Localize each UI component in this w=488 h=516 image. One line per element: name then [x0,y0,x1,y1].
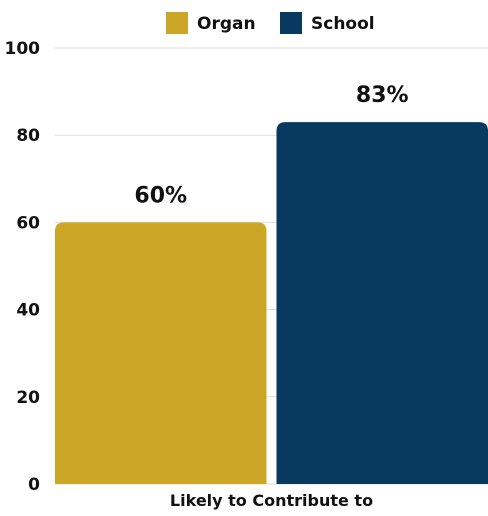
y-tick-label: 20 [16,388,40,408]
bars [55,122,488,484]
bar-organ [55,222,267,484]
x-axis-categories: Likely to Contribute to [170,491,373,510]
data-label-school: 83% [356,83,409,108]
y-axis-ticks: 0 20 40 60 80 100 [5,39,41,495]
legend: Organ School [166,12,375,34]
x-category-label: Likely to Contribute to [170,491,373,510]
y-tick-label: 100 [5,39,41,59]
y-tick-label: 80 [16,126,40,146]
legend-swatch-school [280,12,302,34]
y-tick-label: 40 [16,301,40,321]
bar-school [277,122,488,484]
y-tick-label: 0 [28,475,40,495]
legend-label-organ: Organ [197,14,256,34]
data-label-organ: 60% [134,183,187,208]
legend-swatch-organ [166,12,188,34]
y-tick-label: 60 [16,213,40,233]
legend-label-school: School [311,14,375,34]
